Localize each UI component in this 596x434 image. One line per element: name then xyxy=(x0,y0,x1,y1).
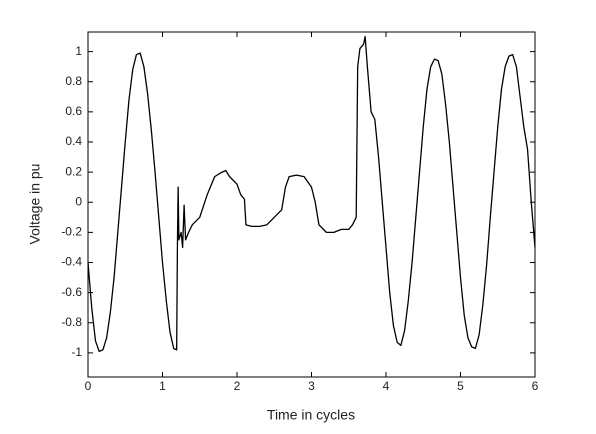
y-tick-label: 0.6 xyxy=(65,104,82,118)
y-tick-label: 0.4 xyxy=(65,134,82,148)
x-axis-label: Time in cycles xyxy=(267,407,355,423)
x-tick-label: 1 xyxy=(159,379,166,393)
y-tick-label: -0.4 xyxy=(61,255,82,269)
x-tick-label: 5 xyxy=(457,379,464,393)
y-tick-label: 1 xyxy=(75,44,82,58)
y-tick-label: 0 xyxy=(75,194,82,208)
y-tick-label: -0.2 xyxy=(61,225,82,239)
y-tick-label: 0.2 xyxy=(65,164,82,178)
x-tick-label: 3 xyxy=(308,379,315,393)
x-tick-label: 2 xyxy=(234,379,241,393)
y-tick-label: -0.6 xyxy=(61,285,82,299)
y-tick-label: 0.8 xyxy=(65,74,82,88)
x-tick-label: 0 xyxy=(85,379,92,393)
y-tick-label: -1 xyxy=(71,345,82,359)
plot-frame xyxy=(87,31,536,378)
y-axis-label: Voltage in pu xyxy=(27,164,43,245)
voltage-line xyxy=(87,35,536,353)
x-tick-label: 6 xyxy=(532,379,539,393)
x-tick-label: 4 xyxy=(383,379,390,393)
y-tick-label: -0.8 xyxy=(61,315,82,329)
